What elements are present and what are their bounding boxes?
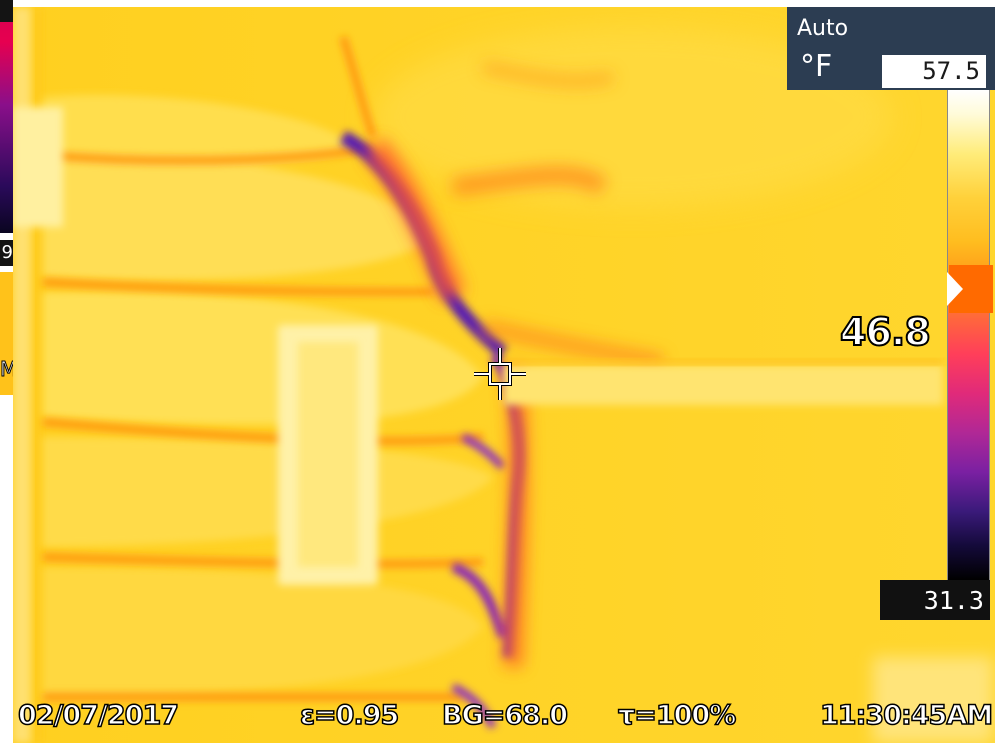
range-mode-label: Auto — [797, 16, 849, 41]
thermal-image — [13, 7, 995, 743]
adjacent-time-fragment: M — [0, 357, 13, 382]
palette-color-scale — [947, 90, 990, 580]
transmission-value: τ=100% — [617, 699, 737, 732]
adjacent-min-text: 9 — [1, 242, 13, 263]
capture-date: 02/07/2017 — [17, 699, 180, 732]
adjacent-thermal-edge — [0, 272, 13, 395]
adjacent-min-box: 9 — [0, 240, 13, 266]
scale-min-value: 31.3 — [880, 580, 990, 620]
adjacent-top-box — [0, 0, 13, 22]
capture-time: 11:30:45AM — [819, 699, 994, 732]
background-temperature-value: BG=68.0 — [441, 699, 568, 732]
temperature-unit-label: °F — [800, 49, 833, 84]
scale-marker-arrow-icon — [947, 272, 963, 306]
scale-max-value: 57.5 — [882, 55, 986, 88]
spot-crosshair-icon — [474, 348, 526, 400]
adjacent-image-edge: 9 M — [0, 0, 13, 395]
spot-temperature-readout: 46.8 — [839, 309, 932, 355]
adjacent-scale-gradient — [0, 0, 13, 233]
emissivity-value: ε=0.95 — [299, 699, 400, 732]
thermal-image-render — [13, 7, 995, 743]
